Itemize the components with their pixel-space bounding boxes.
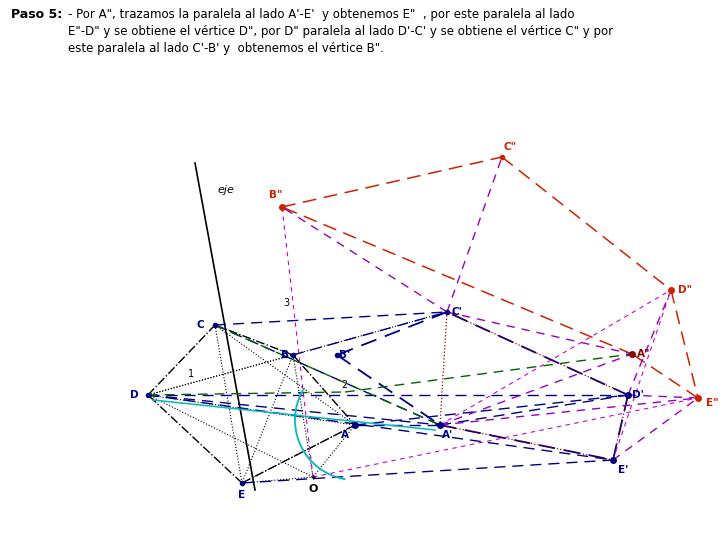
Text: E: E [238,490,246,500]
Text: C: C [196,320,204,330]
Text: B: B [281,350,289,360]
Text: A: A [341,430,349,440]
Text: Paso 5:: Paso 5: [11,8,62,21]
Text: A": A" [637,349,651,359]
Text: C": C" [503,142,516,152]
Text: - Por A", trazamos la paralela al lado A'-E'  y obtenemos E"  , por este paralel: - Por A", trazamos la paralela al lado A… [68,8,613,55]
Text: E': E' [618,465,628,475]
Text: 1: 1 [188,369,194,379]
Text: B": B" [269,190,283,200]
Text: eje: eje [217,185,234,195]
Text: 2: 2 [341,380,347,390]
Text: 3: 3 [283,298,289,308]
Text: D': D' [632,390,644,400]
Text: A': A' [442,430,454,440]
Text: E": E" [706,398,719,408]
Text: O: O [308,484,318,494]
Text: D": D" [678,285,692,295]
Text: C': C' [451,307,462,317]
Text: B': B' [339,350,351,360]
Text: D: D [130,390,138,400]
